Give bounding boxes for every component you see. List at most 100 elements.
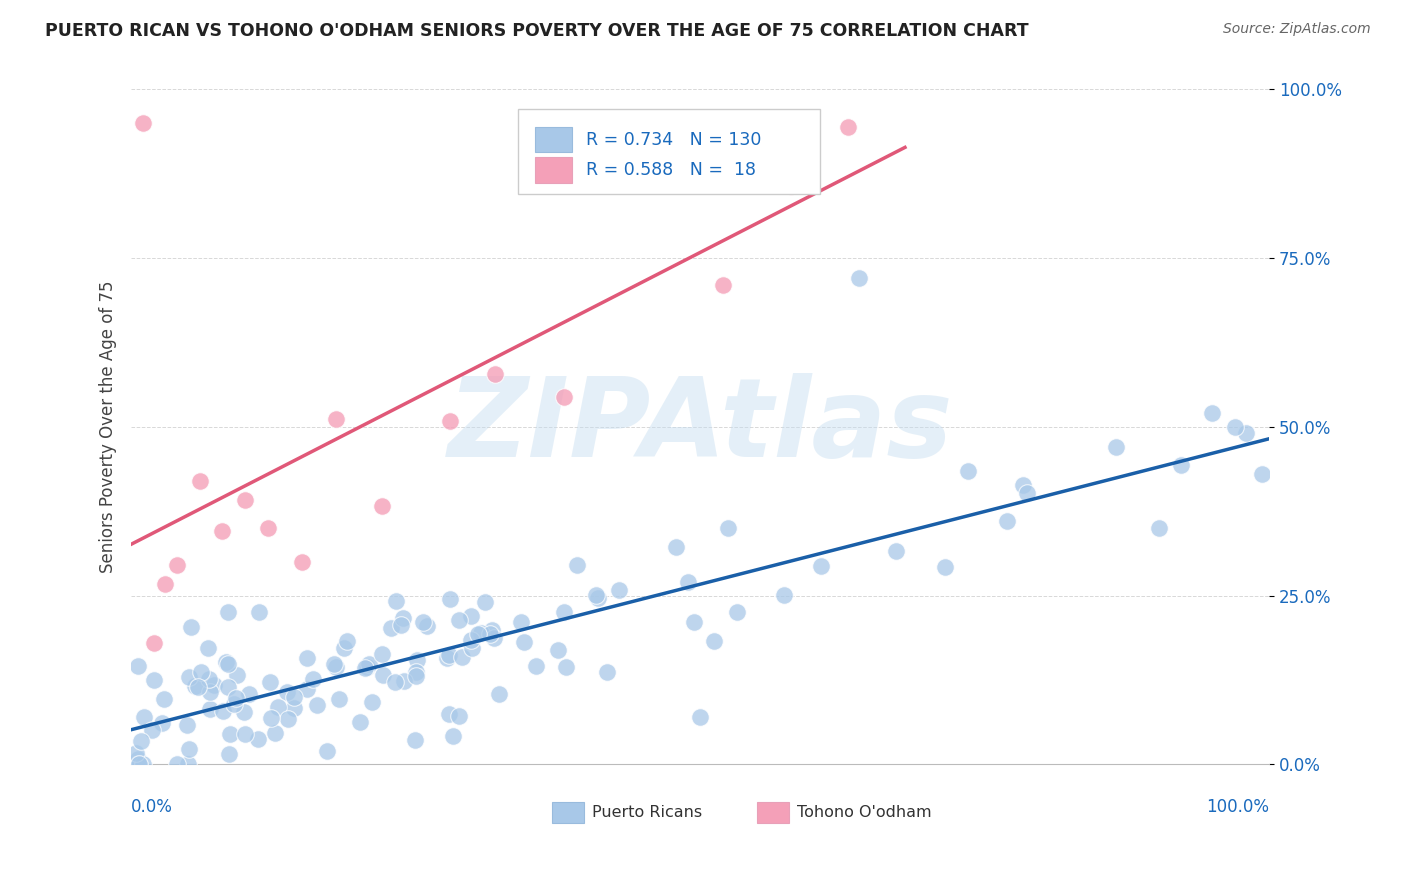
Point <box>141 723 163 737</box>
Point <box>325 411 347 425</box>
Point <box>607 582 630 597</box>
Point <box>470 626 492 640</box>
Point <box>176 757 198 772</box>
Point <box>129 734 152 748</box>
Point <box>187 680 209 694</box>
Point <box>176 718 198 732</box>
Point <box>132 710 155 724</box>
Point <box>307 698 329 712</box>
Point <box>226 668 249 682</box>
Point <box>467 627 489 641</box>
Point <box>711 277 734 292</box>
Point <box>848 271 870 285</box>
Point <box>166 757 188 772</box>
Text: ZIPAtlas: ZIPAtlas <box>447 373 953 480</box>
Text: 100.0%: 100.0% <box>1206 798 1270 816</box>
Point <box>460 632 482 647</box>
Point <box>325 660 347 674</box>
Text: Source: ZipAtlas.com: Source: ZipAtlas.com <box>1223 22 1371 37</box>
Point <box>336 634 359 648</box>
Point <box>1201 406 1223 420</box>
Point <box>259 675 281 690</box>
Point <box>385 593 408 607</box>
Point <box>357 657 380 671</box>
Point <box>586 591 609 605</box>
Point <box>510 615 533 629</box>
Point <box>380 621 402 635</box>
Point <box>297 650 319 665</box>
Point <box>127 757 149 772</box>
Text: R = 0.588   N =  18: R = 0.588 N = 18 <box>586 161 756 179</box>
Point <box>481 623 503 637</box>
Point <box>439 592 461 607</box>
Point <box>260 711 283 725</box>
Point <box>772 589 794 603</box>
Point <box>934 559 956 574</box>
Point <box>1147 521 1170 535</box>
Point <box>256 521 278 535</box>
Point <box>183 679 205 693</box>
Point <box>554 659 576 673</box>
Point <box>633 124 655 138</box>
Point <box>125 746 148 760</box>
FancyBboxPatch shape <box>517 109 820 194</box>
Point <box>190 665 212 679</box>
FancyBboxPatch shape <box>756 802 789 822</box>
Point <box>547 642 569 657</box>
Point <box>166 558 188 572</box>
Point <box>665 540 688 554</box>
Point <box>217 680 239 694</box>
Point <box>1105 441 1128 455</box>
Point <box>218 747 240 762</box>
Point <box>1234 426 1257 441</box>
FancyBboxPatch shape <box>536 157 572 183</box>
Point <box>202 678 225 692</box>
Point <box>995 514 1018 528</box>
Point <box>276 685 298 699</box>
Point <box>474 595 496 609</box>
Point <box>143 636 166 650</box>
Point <box>188 474 211 488</box>
Point <box>405 665 427 679</box>
Point <box>200 702 222 716</box>
Point <box>217 606 239 620</box>
Point <box>128 757 150 772</box>
Point <box>1015 486 1038 500</box>
Point <box>412 615 434 629</box>
Text: R = 0.734   N = 130: R = 0.734 N = 130 <box>586 130 762 149</box>
Point <box>283 701 305 715</box>
Point <box>356 660 378 674</box>
Point <box>198 673 221 687</box>
Point <box>447 613 470 627</box>
Point <box>405 653 427 667</box>
Point <box>219 727 242 741</box>
Point <box>180 619 202 633</box>
Point <box>198 685 221 699</box>
Point <box>404 733 426 747</box>
Point <box>1223 419 1246 434</box>
Point <box>676 574 699 589</box>
Point <box>703 633 725 648</box>
Point <box>810 559 832 574</box>
Point <box>596 665 619 679</box>
Point <box>152 715 174 730</box>
Point <box>956 464 979 478</box>
Point <box>360 695 382 709</box>
Point <box>263 725 285 739</box>
Point <box>370 648 392 662</box>
Point <box>436 650 458 665</box>
Point <box>131 116 153 130</box>
FancyBboxPatch shape <box>536 127 572 153</box>
Point <box>233 727 256 741</box>
Point <box>437 706 460 721</box>
Point <box>291 556 314 570</box>
Point <box>353 661 375 675</box>
Point <box>683 615 706 629</box>
Point <box>224 697 246 711</box>
Point <box>247 605 270 619</box>
Point <box>553 605 575 619</box>
Point <box>153 692 176 706</box>
Point <box>780 179 803 194</box>
Text: PUERTO RICAN VS TOHONO O'ODHAM SENIORS POVERTY OVER THE AGE OF 75 CORRELATION CH: PUERTO RICAN VS TOHONO O'ODHAM SENIORS P… <box>45 22 1029 40</box>
Point <box>155 576 177 591</box>
